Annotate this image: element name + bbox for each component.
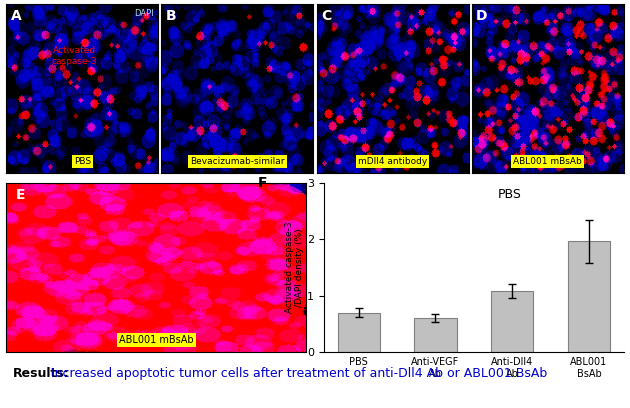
Text: PBS: PBS <box>74 157 91 166</box>
Text: F: F <box>258 176 268 191</box>
Text: mDll4 antibody: mDll4 antibody <box>358 157 427 166</box>
Text: C: C <box>321 9 331 23</box>
Text: ABL001 mBsAb: ABL001 mBsAb <box>119 335 193 345</box>
Text: Activated
caspase-3: Activated caspase-3 <box>52 47 98 66</box>
Text: ABL001 mBsAb: ABL001 mBsAb <box>513 157 582 166</box>
Text: E: E <box>15 188 25 202</box>
Bar <box>568 241 610 352</box>
Bar <box>338 313 380 352</box>
Y-axis label: Activated caspase-3
/DAPI density (%): Activated caspase-3 /DAPI density (%) <box>285 222 304 313</box>
Text: A: A <box>11 9 21 23</box>
Text: Increased apoptotic tumor cells after treatment of anti-Dll4 Ab or ABL001 BsAb: Increased apoptotic tumor cells after tr… <box>52 367 547 380</box>
Text: PBS: PBS <box>498 188 522 201</box>
Text: D: D <box>476 9 488 23</box>
Text: DAPI: DAPI <box>134 9 154 18</box>
Text: Bevacizumab-similar: Bevacizumab-similar <box>190 157 285 166</box>
Text: Results:: Results: <box>13 367 69 380</box>
Bar <box>415 318 457 352</box>
Text: B: B <box>166 9 176 23</box>
Bar <box>491 291 534 352</box>
